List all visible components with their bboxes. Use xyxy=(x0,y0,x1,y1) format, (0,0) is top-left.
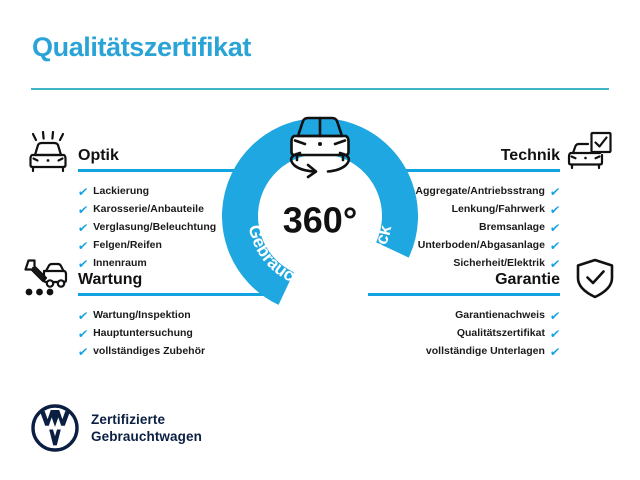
section-optik-header: Optik xyxy=(78,146,270,176)
list-item: ✔ Innenraum xyxy=(77,256,230,272)
footer-text: Zertifizierte Gebrauchtwagen xyxy=(91,411,202,445)
check-icon: ✔ xyxy=(77,256,90,271)
check-icon: ✔ xyxy=(548,326,561,341)
list-item: Sicherheit/Elektrik ✔ xyxy=(368,256,561,272)
check-icon: ✔ xyxy=(548,308,561,323)
section-garantie-divider xyxy=(368,293,560,296)
list-item-label: vollständige Unterlagen xyxy=(425,345,545,357)
check-icon: ✔ xyxy=(548,238,561,253)
list-item: ✔ Hauptuntersuchung xyxy=(77,326,230,342)
list-item: ✔ vollständiges Zubehör xyxy=(77,344,230,360)
badge-center-label: 360° xyxy=(283,200,357,241)
check-icon: ✔ xyxy=(77,238,90,253)
section-technik-list: Aggregate/Antriebsstrang ✔ Lenkung/Fahrw… xyxy=(368,184,561,272)
check-icon: ✔ xyxy=(548,256,561,271)
list-item: ✔ Lackierung xyxy=(77,184,230,200)
section-technik-divider xyxy=(368,169,560,172)
check-icon: ✔ xyxy=(77,308,90,323)
section-technik-title: Technik xyxy=(500,147,560,164)
check-icon: ✔ xyxy=(77,184,90,199)
check-icon: ✔ xyxy=(77,326,90,341)
section-technik: Technik Aggregate/Antriebsstrang ✔ Lenku… xyxy=(368,146,561,288)
list-item: Garantienachweis ✔ xyxy=(368,308,561,324)
section-garantie-title: Garantie xyxy=(495,271,560,288)
shield-check-icon xyxy=(572,257,618,301)
list-item: Qualitätszertifikat ✔ xyxy=(368,326,561,342)
section-wartung-divider xyxy=(78,293,270,296)
list-item-label: Lackierung xyxy=(93,185,150,197)
section-garantie: Garantie Garantienachweis ✔ Qualitätszer… xyxy=(368,270,561,376)
wrench-car-icon xyxy=(22,257,68,301)
check-icon: ✔ xyxy=(77,220,90,235)
section-optik: Optik ✔ Lackierung ✔ Karosserie/Anbautei… xyxy=(77,146,270,288)
list-item: Lenkung/Fahrwerk ✔ xyxy=(368,202,561,218)
section-garantie-list: Garantienachweis ✔ Qualitätszertifikat ✔… xyxy=(368,308,561,360)
title-divider xyxy=(31,88,609,90)
list-item-label: Verglasung/Beleuchtung xyxy=(93,221,217,233)
list-item-label: Sicherheit/Elektrik xyxy=(453,257,545,269)
section-optik-divider xyxy=(78,169,270,172)
list-item: ✔ Karosserie/Anbauteile xyxy=(77,202,230,218)
list-item-label: Hauptuntersuchung xyxy=(93,327,193,339)
list-item-label: Unterboden/Abgasanlage xyxy=(417,239,545,251)
section-wartung-header: Wartung xyxy=(78,270,270,300)
section-wartung-title: Wartung xyxy=(78,271,143,288)
section-wartung-list: ✔ Wartung/Inspektion ✔ Hauptuntersuchung… xyxy=(77,308,230,360)
section-wartung: Wartung ✔ Wartung/Inspektion ✔ Hauptunte… xyxy=(77,270,270,376)
car-rotate-icon xyxy=(278,110,362,182)
list-item: ✔ Wartung/Inspektion xyxy=(77,308,230,324)
list-item: Bremsanlage ✔ xyxy=(368,220,561,236)
section-optik-list: ✔ Lackierung ✔ Karosserie/Anbauteile ✔ V… xyxy=(77,184,230,272)
list-item-label: Wartung/Inspektion xyxy=(93,309,191,321)
list-item-label: vollständiges Zubehör xyxy=(93,345,206,357)
car-checkbox-icon xyxy=(567,131,613,175)
page-title: Qualitätszertifikat xyxy=(32,32,251,62)
list-item: Aggregate/Antriebsstrang ✔ xyxy=(368,184,561,200)
list-item: Unterboden/Abgasanlage ✔ xyxy=(368,238,561,254)
list-item-label: Aggregate/Antriebsstrang xyxy=(415,185,545,197)
list-item-label: Garantienachweis xyxy=(455,309,545,321)
check-icon: ✔ xyxy=(548,184,561,199)
check-icon: ✔ xyxy=(548,344,561,359)
section-garantie-header: Garantie xyxy=(368,270,560,300)
list-item: ✔ Verglasung/Beleuchtung xyxy=(77,220,230,236)
footer-line-1: Zertifizierte xyxy=(91,412,166,427)
list-item-label: Karosserie/Anbauteile xyxy=(93,203,204,215)
car-shine-icon xyxy=(25,130,71,175)
check-icon: ✔ xyxy=(548,220,561,235)
check-icon: ✔ xyxy=(548,202,561,217)
footer-brand: Zertifizierte Gebrauchtwagen xyxy=(31,404,202,452)
list-item-label: Innenraum xyxy=(93,257,147,269)
list-item: ✔ Felgen/Reifen xyxy=(77,238,230,254)
footer-line-2: Gebrauchtwagen xyxy=(91,429,202,444)
section-optik-title: Optik xyxy=(78,147,119,164)
list-item-label: Felgen/Reifen xyxy=(93,239,162,251)
check-icon: ✔ xyxy=(77,344,90,359)
section-technik-header: Technik xyxy=(368,146,560,176)
badge-360-gebrauchtwagen-check: Gebrauchtwagen-Check 360° xyxy=(222,116,418,314)
list-item-label: Qualitätszertifikat xyxy=(456,327,545,339)
list-item-label: Lenkung/Fahrwerk xyxy=(451,203,545,215)
vw-logo xyxy=(31,404,79,452)
list-item-label: Bremsanlage xyxy=(478,221,545,233)
list-item: vollständige Unterlagen ✔ xyxy=(368,344,561,360)
check-icon: ✔ xyxy=(77,202,90,217)
